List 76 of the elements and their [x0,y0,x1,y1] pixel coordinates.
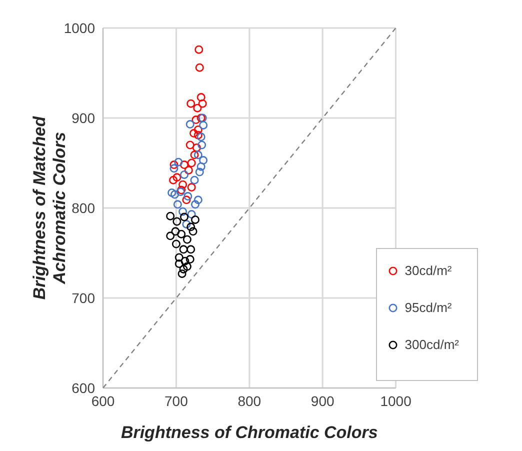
point [184,192,192,201]
point [179,264,188,274]
point [192,143,201,152]
legend-label: 95cd/m² [404,300,452,315]
point [196,162,206,171]
point [194,150,202,160]
point [182,196,191,204]
point [186,120,194,129]
point [169,176,178,184]
point [196,93,206,102]
y-tick-label: 1000 [64,20,96,36]
point [172,173,182,182]
point [190,129,198,138]
legend-label: 300cd/m² [404,337,459,352]
point [195,63,204,72]
point [195,168,204,176]
point [184,166,193,174]
point [190,176,199,184]
point [190,150,199,160]
point [194,130,202,140]
point [170,160,178,170]
point [187,183,196,192]
x-axis-title: Brightness of Chromatic Colors [120,423,378,442]
point [173,200,182,209]
point [188,227,198,236]
point [186,140,194,150]
point [190,200,200,209]
point [190,215,200,224]
point [182,220,191,228]
point [193,104,202,112]
point [194,125,202,134]
point [194,45,204,54]
x-tick-label: 1000 [380,392,412,409]
point [186,222,196,232]
point [170,190,179,199]
point [172,217,182,226]
point [174,158,183,166]
point [180,170,188,179]
point [186,99,196,108]
point [192,116,200,124]
point [180,212,188,222]
point [174,260,184,268]
point [186,245,196,254]
point [178,207,188,216]
point [198,140,206,150]
point [178,180,188,189]
point [180,256,190,266]
x-tick-label: 900 [310,392,334,409]
point [199,156,208,165]
point [168,188,176,197]
point [187,210,196,219]
point [177,230,186,238]
point [180,160,188,170]
point [187,158,196,168]
point [182,262,192,271]
point [182,235,192,244]
point [186,255,194,264]
point [194,196,202,204]
point [166,232,175,240]
point [172,240,180,248]
legend-label: 30cd/m² [404,263,452,278]
y-tick-label: 700 [72,290,96,306]
point [166,212,175,220]
point [198,99,207,108]
point [170,164,178,173]
y-tick-label: 800 [72,200,96,216]
point [199,120,208,130]
point [179,245,188,254]
x-tick-label: 800 [238,392,262,409]
y-axis-title: Brightness of Matched Achromatic Colors [30,116,69,300]
point [196,132,206,142]
point [174,253,184,262]
y-tick-label: 900 [72,110,96,126]
x-tick-label: 700 [164,392,188,409]
point [171,227,180,236]
point [178,269,186,278]
